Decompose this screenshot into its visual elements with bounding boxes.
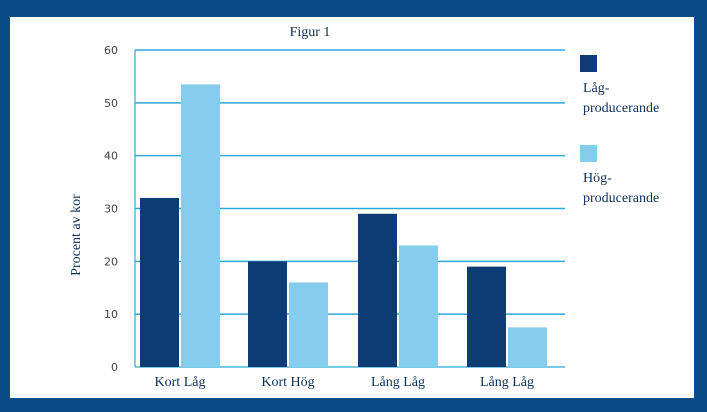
x-tick-labels: Kort Låg Kort Hög Lång Låg Lång Låg [155,375,534,390]
legend: Låg-producerande Hög-producerande [580,55,659,206]
y-tick-label: 30 [104,203,118,216]
y-tick-label: 10 [104,308,118,321]
bar [140,197,179,367]
legend-label: Hög- [583,171,612,186]
bar [467,266,506,367]
x-tick-label: Kort Låg [155,375,206,390]
legend-label: producerande [583,191,659,206]
chart-title: Figur 1 [290,25,331,40]
bar [358,213,397,367]
bar [399,245,438,367]
chart-panel: Figur 1 Procent av kor 0 10 20 30 40 50 60 Kor… [10,17,694,398]
bar [508,327,547,367]
bar [181,84,220,367]
legend-label: producerande [583,101,659,116]
y-tick-label: 60 [104,44,118,57]
x-tick-label: Lång Låg [371,375,425,390]
y-tick-label: 0 [111,361,118,374]
legend-swatch [580,145,597,162]
y-tick-labels: 0 10 20 30 40 50 60 [104,44,118,374]
y-tick-label: 50 [104,97,118,110]
bar-chart: Figur 1 Procent av kor 0 10 20 30 40 50 60 Kor… [69,25,659,390]
y-axis-label: Procent av kor [69,194,84,276]
bar [289,282,328,367]
y-tick-label: 40 [104,150,118,163]
legend-swatch [580,55,597,72]
y-tick-label: 20 [104,255,118,268]
bars [140,84,547,367]
x-tick-label: Kort Hög [261,375,314,390]
legend-label: Låg- [583,81,610,96]
bar [248,261,287,367]
x-tick-label: Lång Låg [480,375,534,390]
